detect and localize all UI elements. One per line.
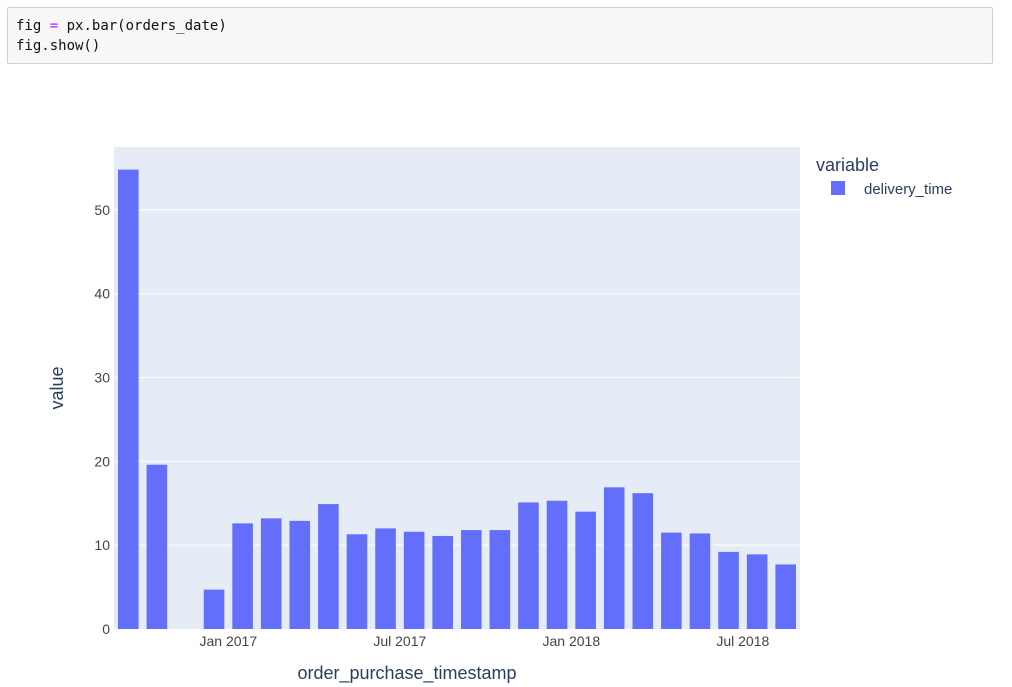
y-tick-label: 40: [94, 286, 110, 302]
legend-title: variable: [816, 155, 879, 175]
y-tick-label: 10: [94, 537, 110, 553]
bar[interactable]: [403, 531, 425, 629]
bar-chart[interactable]: 0 10 20 30 40 50 Jan 2017 Jul 2017 Jan 2018 Jul …: [0, 90, 1012, 687]
legend-swatch: [831, 181, 845, 195]
code-line-2: fig.show(): [16, 38, 101, 54]
y-tick-label: 20: [94, 453, 110, 469]
bar[interactable]: [289, 520, 311, 629]
plot-area: [114, 147, 800, 629]
grid-lines: [114, 209, 800, 546]
x-tick-label: Jan 2018: [543, 633, 601, 649]
bar[interactable]: [603, 487, 625, 629]
y-tick-label: 0: [102, 621, 110, 637]
bar[interactable]: [661, 532, 682, 629]
code-cell[interactable]: fig = px.bar(orders_date) fig.show(): [7, 7, 993, 64]
bar[interactable]: [632, 493, 654, 629]
bar[interactable]: [118, 169, 139, 629]
code-operator: =: [49, 18, 59, 34]
bar[interactable]: [432, 535, 453, 629]
bar[interactable]: [461, 530, 482, 629]
bar[interactable]: [689, 533, 711, 629]
x-tick-labels: Jan 2017 Jul 2017 Jan 2018 Jul 2018: [200, 633, 770, 649]
bar[interactable]: [232, 523, 253, 629]
bar[interactable]: [546, 500, 568, 629]
x-axis-title: order_purchase_timestamp: [297, 663, 516, 684]
y-tick-label: 50: [94, 202, 110, 218]
bar[interactable]: [260, 518, 282, 629]
bar[interactable]: [146, 464, 168, 629]
y-tick-label: 30: [94, 370, 110, 386]
legend-item-label: delivery_time: [864, 181, 952, 198]
bars: [118, 169, 796, 629]
bar[interactable]: [518, 502, 539, 629]
bar[interactable]: [346, 534, 368, 629]
bar[interactable]: [575, 511, 596, 629]
bar[interactable]: [718, 551, 739, 629]
bar[interactable]: [775, 564, 796, 629]
bar[interactable]: [375, 528, 396, 629]
x-tick-label: Jan 2017: [200, 633, 258, 649]
bar[interactable]: [203, 589, 225, 629]
code-line-1: fig = px.bar(orders_date): [16, 16, 992, 36]
code-call: px.bar(orders_date): [66, 18, 227, 34]
code-variable: fig: [16, 18, 42, 34]
bar[interactable]: [489, 530, 511, 629]
x-tick-label: Jul 2017: [373, 633, 426, 649]
bar[interactable]: [318, 504, 339, 629]
x-tick-label: Jul 2018: [716, 633, 769, 649]
y-tick-labels: 0 10 20 30 40 50: [94, 202, 110, 637]
bar[interactable]: [746, 554, 768, 629]
legend[interactable]: variable delivery_time: [816, 155, 952, 198]
y-axis-title: value: [47, 366, 67, 409]
